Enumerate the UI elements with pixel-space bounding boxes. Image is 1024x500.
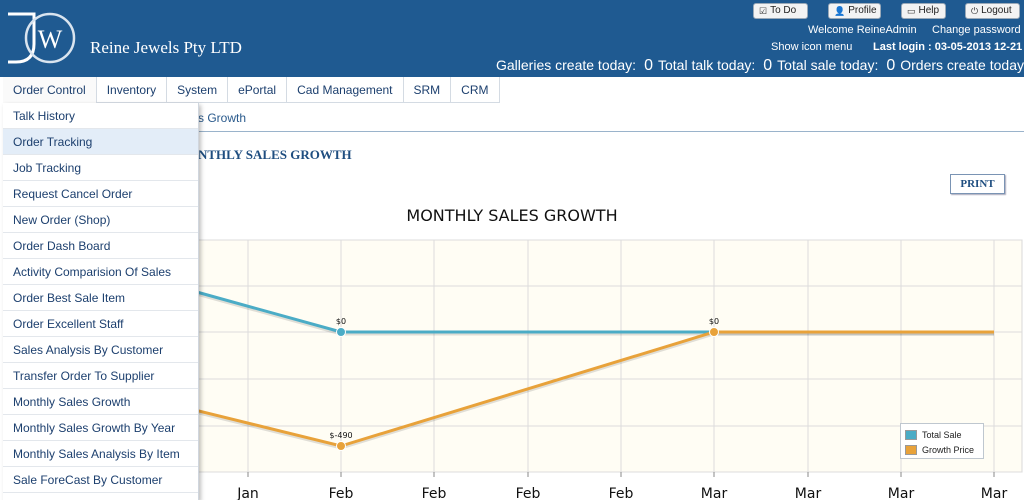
logout-icon: ⏻ <box>971 6 979 16</box>
breadcrumb[interactable]: s Growth <box>198 111 247 125</box>
legend-item-growth-price: Growth Price <box>905 442 979 457</box>
menu-item-monthly-sales-analysis-by-item[interactable]: Monthly Sales Analysis By Item <box>3 441 198 467</box>
company-name: Reine Jewels Pty LTD <box>90 38 242 57</box>
print-button[interactable]: PRINT <box>950 174 1005 194</box>
help-icon: ▭ <box>907 6 916 16</box>
stat-label: Orders create today: <box>900 57 1024 73</box>
stat-label: Total sale today: <box>777 57 879 73</box>
menu-item-sales-analysis-by-customer[interactable]: Sales Analysis By Customer <box>3 337 198 363</box>
nav-inventory[interactable]: Inventory <box>97 77 168 103</box>
x-tick-label: Jan <box>236 486 259 500</box>
series-shadow <box>189 290 994 336</box>
show-icon-menu-link[interactable]: Show icon menu <box>771 41 853 53</box>
legend-item-total-sale: Total Sale <box>905 427 979 442</box>
series-line-growth-price <box>189 330 994 448</box>
nav-crm[interactable]: CRM <box>451 77 500 103</box>
logout-button[interactable]: ⏻ Logout <box>965 3 1020 19</box>
legend-swatch <box>905 444 917 455</box>
nav-srm[interactable]: SRM <box>404 77 452 103</box>
stat-label: Total talk today: <box>657 57 756 73</box>
menu-item-monthly-sales-growth[interactable]: Monthly Sales Growth <box>3 389 198 415</box>
help-label: Help <box>918 5 940 16</box>
data-label: $0 <box>336 317 346 326</box>
x-tick-label: Mar <box>701 486 728 500</box>
menu-item-transfer-order-to-supplier[interactable]: Transfer Order To Supplier <box>3 363 198 389</box>
data-point <box>709 327 719 337</box>
menu-item-activity-comparision[interactable]: Activity Comparision Of Sales <box>3 259 198 285</box>
x-tick-label: Feb <box>329 486 354 500</box>
data-point <box>336 441 346 451</box>
menu-item-monthly-sales-growth-by-year[interactable]: Monthly Sales Growth By Year <box>3 415 198 441</box>
welcome-text: Welcome ReineAdmin <box>808 24 917 36</box>
legend-label: Growth Price <box>922 444 975 455</box>
stat-value: 0 <box>886 57 896 74</box>
series-shadow <box>189 332 994 450</box>
menu-item-sale-forecast-by-customer[interactable]: Sale ForeCast By Customer <box>3 467 198 493</box>
menu-item-order-best-sale-item[interactable]: Order Best Sale Item <box>3 285 198 311</box>
sales-line-chart: Jan Feb Feb Feb Feb Mar Mar Mar Mar $0 $-490 $0 <box>154 239 1023 500</box>
svg-text:W: W <box>38 25 63 54</box>
x-tick-label: Feb <box>516 486 541 500</box>
x-tick-label: Mar <box>888 486 915 500</box>
last-login-text: Last login : 03-05-2013 12-21 <box>873 41 1023 53</box>
todo-button[interactable]: ☑ To Do <box>753 3 808 19</box>
nav-order-control[interactable]: Order Control <box>3 77 97 103</box>
logout-label: Logout <box>981 5 1012 16</box>
stat-label: Galleries create today: <box>496 57 637 73</box>
menu-item-request-cancel-order[interactable]: Request Cancel Order <box>3 181 198 207</box>
page-title: NTHLY SALES GROWTH <box>198 147 352 162</box>
menu-item-order-tracking[interactable]: Order Tracking <box>3 129 198 155</box>
menu-item-talk-history[interactable]: Talk History <box>3 103 198 129</box>
nav-system[interactable]: System <box>167 77 229 103</box>
order-control-menu: Talk History Order Tracking Job Tracking… <box>3 103 199 500</box>
main-nav: Order Control Inventory System ePortal C… <box>3 77 500 103</box>
menu-item-new-order-shop[interactable]: New Order (Shop) <box>3 207 198 233</box>
x-tick-label: Feb <box>609 486 634 500</box>
change-password-link[interactable]: Change password <box>932 24 1021 36</box>
checkbox-icon: ☑ <box>759 6 768 16</box>
stats-bar: Galleries create today: 0 Total talk today… <box>496 57 1024 75</box>
stat-value: 0 <box>763 57 773 74</box>
menu-item-job-tracking[interactable]: Job Tracking <box>3 155 198 181</box>
user-icon: 👤 <box>834 6 846 16</box>
data-label: $-490 <box>329 431 352 440</box>
x-tick-label: Feb <box>422 486 447 500</box>
help-button[interactable]: ▭ Help <box>901 3 946 19</box>
chart-legend: Total Sale Growth Price <box>900 423 984 459</box>
nav-cad-management[interactable]: Cad Management <box>287 77 404 103</box>
divider <box>198 131 1024 132</box>
legend-swatch <box>905 429 917 440</box>
x-tick-label: Mar <box>795 486 822 500</box>
header-bar: W Reine Jewels Pty LTD ☑ To Do 👤 Profile… <box>0 0 1024 77</box>
company-logo: W <box>8 12 76 64</box>
profile-button[interactable]: 👤 Profile <box>828 3 881 19</box>
nav-eportal[interactable]: ePortal <box>228 77 288 103</box>
plot-area <box>154 239 1023 473</box>
data-point <box>336 327 346 337</box>
data-label: $0 <box>709 317 719 326</box>
legend-label: Total Sale <box>922 429 962 440</box>
todo-label: To Do <box>770 5 797 16</box>
stat-value: 0 <box>644 57 653 74</box>
menu-item-order-excellent-staff[interactable]: Order Excellent Staff <box>3 311 198 337</box>
profile-label: Profile <box>848 5 877 16</box>
chart-title: MONTHLY SALES GROWTH <box>406 206 618 225</box>
menu-item-order-dash-board[interactable]: Order Dash Board <box>3 233 198 259</box>
x-tick-label: Mar <box>981 486 1008 500</box>
